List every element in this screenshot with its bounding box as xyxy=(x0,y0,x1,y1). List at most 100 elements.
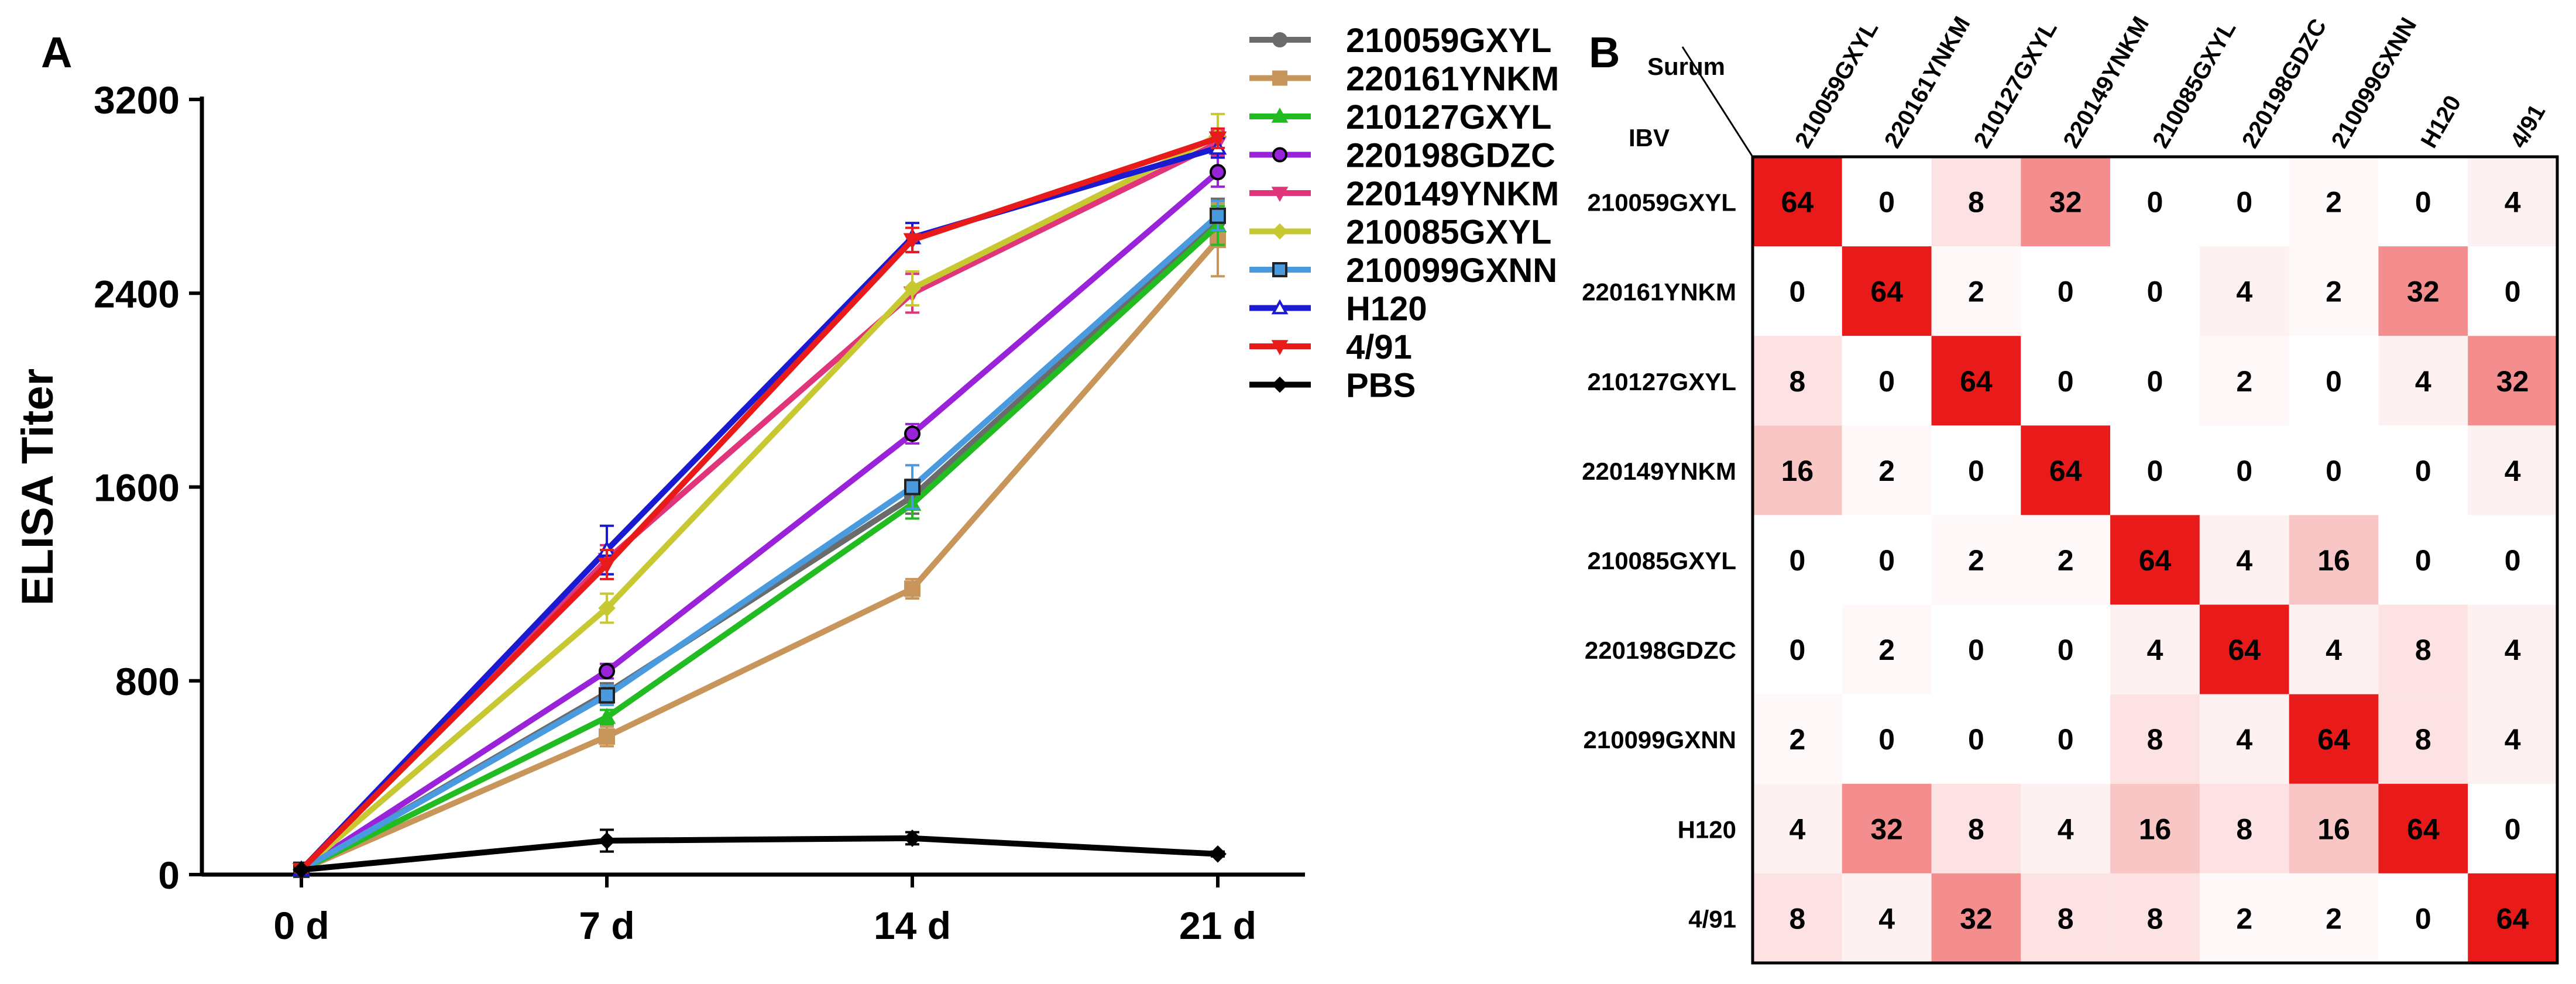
series-line xyxy=(299,133,1220,872)
column-label: H120 xyxy=(2416,91,2467,153)
heatmap-cell xyxy=(1753,336,1842,426)
series-210127gxyl xyxy=(292,205,1227,877)
legend-label: 210059GXYL xyxy=(1346,22,1551,60)
cell-value: 0 xyxy=(1878,186,1895,219)
cell-value: 2 xyxy=(1968,276,1984,308)
heatmap-cell xyxy=(1842,336,1932,426)
cell-value: 4 xyxy=(1878,902,1895,935)
heatmap-cell xyxy=(1842,157,1932,247)
heatmap-cell xyxy=(2199,425,2289,515)
cell-value: 64 xyxy=(2049,455,2082,487)
heatmap-cell xyxy=(2021,246,2111,336)
cell-value: 4 xyxy=(2236,276,2252,308)
heatmap-cell xyxy=(2021,515,2111,605)
cell-value: 8 xyxy=(1789,365,1805,398)
series-210085gxyl xyxy=(293,112,1227,879)
heatmap-cell xyxy=(2199,694,2289,784)
heatmap-cell xyxy=(1842,694,1932,784)
cell-value: 0 xyxy=(2147,455,2163,487)
cell-value: 0 xyxy=(2415,186,2431,219)
heatmap-cell xyxy=(2110,783,2200,873)
heatmap-cell xyxy=(2199,336,2289,426)
heatmap-cell xyxy=(2021,873,2111,963)
cell-value: 2 xyxy=(2058,544,2074,577)
row-label: 210127GXYL xyxy=(1587,368,1736,395)
heatmap-cell xyxy=(1931,694,2021,784)
column-label: 210059GXYL xyxy=(1790,17,1883,153)
heatmap-cell xyxy=(1753,873,1842,963)
series-line xyxy=(300,214,1220,873)
cell-value: 4 xyxy=(2505,455,2521,487)
data-point xyxy=(904,280,921,297)
cell-value: 32 xyxy=(2407,276,2440,308)
legend-marker xyxy=(1271,187,1289,202)
legend-marker xyxy=(1272,147,1287,163)
legend-item: H120 xyxy=(1249,290,1427,328)
series-220198gdzc xyxy=(293,156,1226,878)
heatmap-cell xyxy=(2199,604,2289,694)
heatmap-cell xyxy=(2378,783,2468,873)
column-label: 220198GDZC xyxy=(2237,15,2332,153)
cell-value: 16 xyxy=(1781,455,1814,487)
panel-a-label: A xyxy=(41,28,72,77)
cell-value: 4 xyxy=(2326,634,2342,666)
legend-marker xyxy=(1272,70,1287,86)
y-tick-label: 1600 xyxy=(94,466,180,510)
heatmap-cell xyxy=(2468,246,2557,336)
legend-label: PBS xyxy=(1346,367,1416,405)
cell-value: 2 xyxy=(2236,365,2252,398)
column-label: 220161YNKM xyxy=(1880,12,1976,153)
cell-value: 2 xyxy=(2326,276,2342,308)
cell-value: 2 xyxy=(1968,544,1984,577)
cell-value: 4 xyxy=(2236,544,2252,577)
series-210059gxyl xyxy=(293,197,1226,878)
heatmap: 64 0 8 32 0 0 2 0 4 0 64 2 0 0 4 2 32 0 8 0 64 0 0 2 0 4 32 16 2 0 64 0… xyxy=(1582,12,2559,965)
cell-value: 4 xyxy=(2505,634,2521,666)
data-point xyxy=(904,479,921,496)
data-point xyxy=(1209,845,1227,863)
heatmap-cell xyxy=(2378,157,2468,247)
heatmap-cell xyxy=(2289,515,2379,605)
heatmap-cell xyxy=(1842,515,1932,605)
row-label: 220149YNKM xyxy=(1582,457,1736,485)
cell-value: 0 xyxy=(2505,544,2521,577)
legend-marker xyxy=(1272,223,1288,240)
heatmap-cell xyxy=(2289,246,2379,336)
cell-value: 0 xyxy=(2415,455,2431,487)
heatmap-cell xyxy=(2468,515,2557,605)
cell-value: 0 xyxy=(2147,365,2163,398)
heatmap-cell xyxy=(2468,873,2557,963)
heatmap-cell xyxy=(2468,157,2557,247)
heatmap-cell xyxy=(1753,604,1842,694)
row-label: 4/91 xyxy=(1688,905,1736,933)
legend-label: 210085GXYL xyxy=(1346,214,1551,252)
legend-label: 210099GXNN xyxy=(1346,252,1557,290)
heatmap-cell xyxy=(2378,336,2468,426)
cell-value: 0 xyxy=(2058,723,2074,756)
corner-divider xyxy=(1681,46,1754,157)
y-axis-label: ELISA Titer xyxy=(13,369,63,605)
cell-value: 0 xyxy=(1968,723,1984,756)
cell-value: 4 xyxy=(2147,634,2163,666)
y-tick-label: 800 xyxy=(115,660,180,703)
y-tick-label: 2400 xyxy=(94,272,180,315)
cell-value: 64 xyxy=(1870,276,1903,308)
legend-item: 4/91 xyxy=(1249,328,1412,366)
cell-value: 0 xyxy=(2147,276,2163,308)
heatmap-cell xyxy=(2110,515,2200,605)
legend-marker xyxy=(1272,262,1287,277)
heatmap-cell xyxy=(2289,694,2379,784)
series-line xyxy=(300,170,1220,872)
heatmap-cell xyxy=(2289,783,2379,873)
heatmap-cell xyxy=(2289,336,2379,426)
heatmap-cell xyxy=(2378,515,2468,605)
cell-value: 64 xyxy=(2317,723,2350,756)
line-chart: 0 800 1600 2400 3200 0 d 7 d 14 d 21 d ELISA Tite… xyxy=(13,78,1305,947)
x-tick-label: 14 d xyxy=(874,904,951,947)
heatmap-cell xyxy=(2289,157,2379,247)
series-line xyxy=(299,135,1219,872)
cell-value: 8 xyxy=(1789,902,1805,935)
data-point xyxy=(1208,131,1227,148)
legend-label: H120 xyxy=(1346,290,1427,328)
cell-value: 64 xyxy=(2496,902,2529,935)
